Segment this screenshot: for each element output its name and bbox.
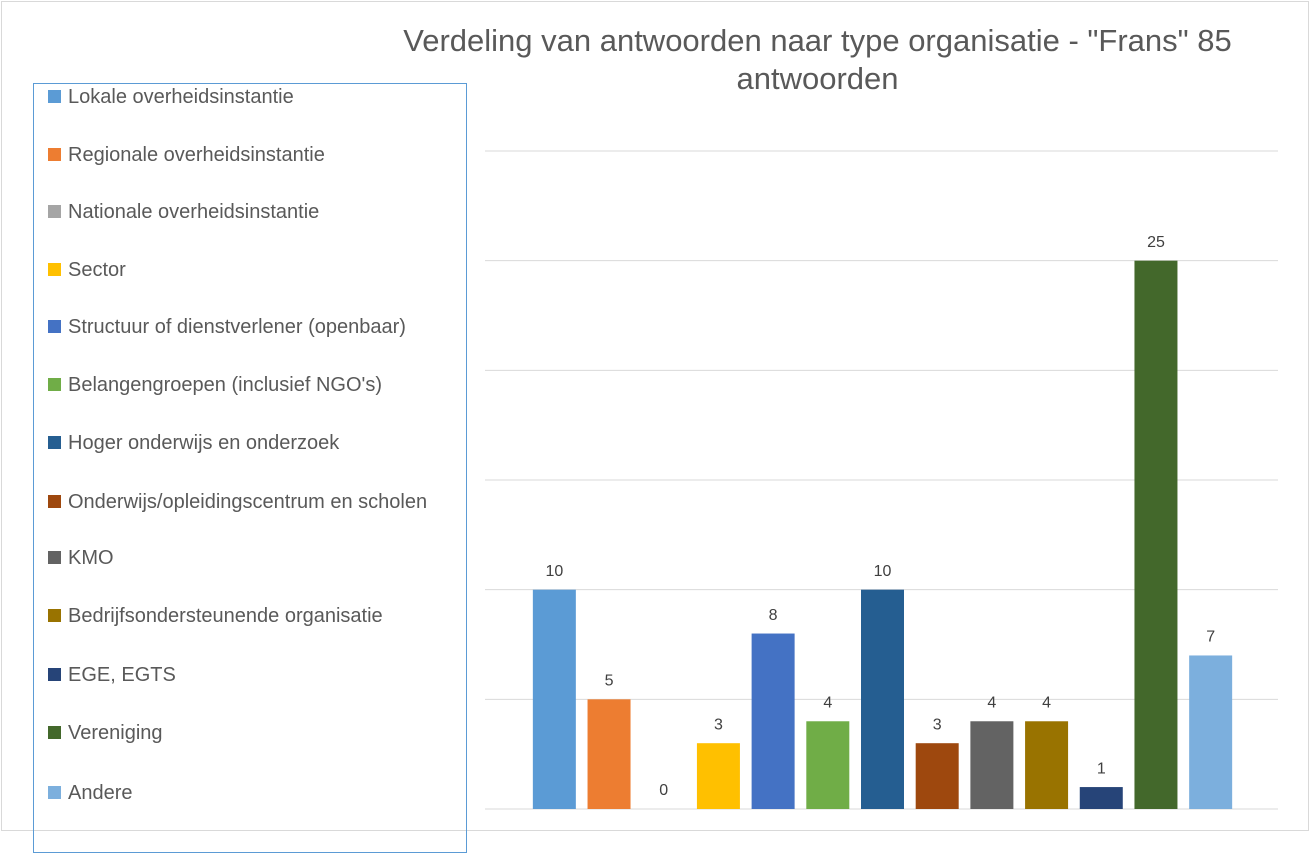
legend-label: Nationale overheidsinstantie bbox=[68, 201, 320, 223]
legend-label: Regionale overheidsinstantie bbox=[68, 144, 325, 166]
legend-label: EGE, EGTS bbox=[68, 664, 176, 686]
chart-title: Verdeling van antwoorden naar type organ… bbox=[403, 23, 1232, 96]
legend-swatch bbox=[48, 668, 61, 681]
bar bbox=[696, 743, 740, 809]
legend-label: Structuur of dienstverlener (openbaar) bbox=[68, 316, 406, 338]
bar bbox=[751, 633, 795, 809]
legend-swatch bbox=[48, 205, 61, 218]
legend-item: Andere bbox=[48, 779, 448, 807]
legend-swatch bbox=[48, 726, 61, 739]
legend-item: Bedrijfsondersteunende organisatie bbox=[48, 602, 448, 630]
bar bbox=[1025, 721, 1069, 809]
data-label: 7 bbox=[1206, 629, 1215, 646]
legend-item: Onderwijs/opleidingscentrum en scholen bbox=[48, 488, 448, 516]
legend-item: EGE, EGTS bbox=[48, 661, 448, 689]
legend-label: Andere bbox=[68, 782, 133, 804]
data-label: 8 bbox=[769, 607, 778, 624]
legend-label: Vereniging bbox=[68, 722, 163, 744]
legend-item: Hoger onderwijs en onderzoek bbox=[48, 429, 448, 457]
data-label: 4 bbox=[987, 694, 996, 711]
legend-label: Lokale overheidsinstantie bbox=[68, 86, 294, 108]
data-label: 10 bbox=[545, 563, 563, 580]
data-label: 3 bbox=[714, 716, 723, 733]
legend-swatch bbox=[48, 786, 61, 799]
legend-swatch bbox=[48, 320, 61, 333]
bar bbox=[532, 589, 576, 809]
data-label: 4 bbox=[823, 694, 832, 711]
bar bbox=[1079, 787, 1123, 809]
legend-swatch bbox=[48, 90, 61, 103]
legend-swatch bbox=[48, 551, 61, 564]
legend-label: KMO bbox=[68, 547, 114, 569]
legend-swatch bbox=[48, 495, 61, 508]
legend-label: Sector bbox=[68, 259, 126, 281]
legend-item: Structuur of dienstverlener (openbaar) bbox=[48, 313, 448, 341]
legend-item: Nationale overheidsinstantie bbox=[48, 198, 448, 226]
legend-label: Hoger onderwijs en onderzoek bbox=[68, 432, 340, 454]
legend-item: Lokale overheidsinstantie bbox=[48, 83, 448, 111]
legend-swatch bbox=[48, 378, 61, 391]
legend-swatch bbox=[48, 263, 61, 276]
data-label: 3 bbox=[933, 716, 942, 733]
bar bbox=[1189, 655, 1233, 809]
chart-frame bbox=[1, 1, 1309, 831]
data-label: 1 bbox=[1097, 760, 1106, 777]
data-label: 5 bbox=[605, 673, 614, 690]
bar bbox=[915, 743, 959, 809]
bar bbox=[970, 721, 1014, 809]
legend-label: Onderwijs/opleidingscentrum en scholen bbox=[68, 491, 428, 513]
bar bbox=[806, 721, 850, 809]
legend-label: Belangengroepen (inclusief NGO's) bbox=[68, 374, 382, 396]
legend-item: Vereniging bbox=[48, 719, 448, 747]
legend-item: Regionale overheidsinstantie bbox=[48, 141, 448, 169]
legend-swatch bbox=[48, 148, 61, 161]
data-label: 0 bbox=[659, 782, 668, 799]
bar bbox=[861, 589, 904, 809]
legend-swatch bbox=[48, 436, 61, 449]
legend-item: Belangengroepen (inclusief NGO's) bbox=[48, 371, 448, 399]
legend-item: KMO bbox=[48, 544, 448, 572]
bar bbox=[587, 699, 631, 809]
legend-swatch bbox=[48, 609, 61, 622]
bar bbox=[1134, 260, 1178, 810]
data-label: 4 bbox=[1042, 694, 1051, 711]
data-label: 10 bbox=[874, 563, 892, 580]
legend-item: Sector bbox=[48, 256, 448, 284]
legend: Lokale overheidsinstantie Regionale overh… bbox=[33, 83, 467, 853]
chart: 10 5 0 3 8 4 10 3 4 4 1 25 7 bbox=[485, 150, 1278, 810]
data-label: 25 bbox=[1147, 234, 1165, 251]
legend-label: Bedrijfsondersteunende organisatie bbox=[68, 605, 383, 627]
